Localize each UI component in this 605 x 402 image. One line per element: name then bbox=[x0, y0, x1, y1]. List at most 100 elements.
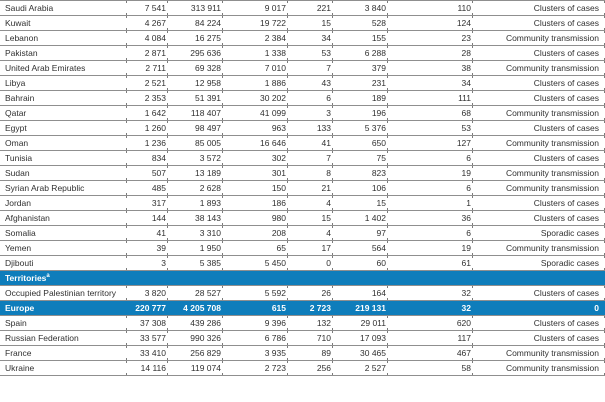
value-cell: 317 bbox=[127, 195, 168, 211]
table-row: Ukraine 14 116 119 074 2 723 256 2 527 58 Commu… bbox=[0, 360, 605, 376]
country-name: Occupied Palestinian territory bbox=[0, 285, 127, 301]
value-cell: 990 326 bbox=[168, 330, 223, 346]
value-cell: 4 bbox=[288, 225, 333, 241]
value-cell: 118 407 bbox=[168, 105, 223, 121]
section-header-row: Territoriesa bbox=[0, 270, 605, 286]
value-cell: 34 bbox=[388, 75, 473, 91]
value-cell: 6 bbox=[388, 180, 473, 196]
value-cell: 26 bbox=[288, 285, 333, 301]
value-cell: 295 636 bbox=[168, 45, 223, 61]
transmission-classification: Clusters of cases bbox=[473, 75, 605, 91]
transmission-classification: Clusters of cases bbox=[473, 330, 605, 346]
value-cell: 1 338 bbox=[223, 45, 288, 61]
country-name: Afghanistan bbox=[0, 210, 127, 226]
value-cell: 196 bbox=[333, 105, 388, 121]
transmission-classification: Clusters of cases bbox=[473, 285, 605, 301]
transmission-classification: Community transmission bbox=[473, 180, 605, 196]
value-cell: 60 bbox=[333, 255, 388, 271]
value-cell: 13 189 bbox=[168, 165, 223, 181]
value-cell: 2 723 bbox=[223, 360, 288, 376]
value-cell: 7 010 bbox=[223, 60, 288, 76]
transmission-classification: Clusters of cases bbox=[473, 15, 605, 31]
value-cell: 1 886 bbox=[223, 75, 288, 91]
value-cell: 2 384 bbox=[223, 30, 288, 46]
value-cell: 12 958 bbox=[168, 75, 223, 91]
country-name: Ukraine bbox=[0, 360, 127, 376]
transmission-classification: Clusters of cases bbox=[473, 210, 605, 226]
value-cell: 231 bbox=[333, 75, 388, 91]
value-cell: 15 bbox=[288, 210, 333, 226]
value-cell: 2 871 bbox=[127, 45, 168, 61]
value-cell: 2 527 bbox=[333, 360, 388, 376]
value-cell: 19 bbox=[388, 165, 473, 181]
value-cell: 1 260 bbox=[127, 120, 168, 136]
transmission-classification: Clusters of cases bbox=[473, 315, 605, 331]
value-cell: 39 bbox=[127, 240, 168, 256]
value-cell: 98 497 bbox=[168, 120, 223, 136]
value-cell: 2 521 bbox=[127, 75, 168, 91]
value-cell: 124 bbox=[388, 15, 473, 31]
value-cell: 28 527 bbox=[168, 285, 223, 301]
value-cell: 3 935 bbox=[223, 345, 288, 361]
value-cell: 980 bbox=[223, 210, 288, 226]
country-name: France bbox=[0, 345, 127, 361]
country-name: Kuwait bbox=[0, 15, 127, 31]
value-cell: 38 143 bbox=[168, 210, 223, 226]
value-cell: 4 205 708 bbox=[168, 300, 223, 316]
value-cell: 439 286 bbox=[168, 315, 223, 331]
value-cell: 620 bbox=[388, 315, 473, 331]
transmission-classification: Clusters of cases bbox=[473, 120, 605, 136]
value-cell: 5 450 bbox=[223, 255, 288, 271]
value-cell: 256 bbox=[288, 360, 333, 376]
section-title-footnote-mark: a bbox=[46, 272, 50, 279]
value-cell: 69 328 bbox=[168, 60, 223, 76]
value-cell: 43 bbox=[288, 75, 333, 91]
table-row: Afghanistan 144 38 143 980 15 1 402 36 Clusters… bbox=[0, 210, 605, 226]
country-name: Somalia bbox=[0, 225, 127, 241]
table-row: Spain 37 308 439 286 9 396 132 29 011 620 Clust… bbox=[0, 315, 605, 331]
value-cell: 507 bbox=[127, 165, 168, 181]
value-cell: 36 bbox=[388, 210, 473, 226]
value-cell: 17 bbox=[288, 240, 333, 256]
section-title: Territoriesa bbox=[0, 270, 605, 286]
table-row: Qatar 1 642 118 407 41 099 3 196 68 Community t… bbox=[0, 105, 605, 121]
country-name: Djibouti bbox=[0, 255, 127, 271]
value-cell: 467 bbox=[388, 345, 473, 361]
value-cell: 15 bbox=[288, 15, 333, 31]
table-row: Djibouti 3 5 385 5 450 0 60 61 Sporadic cases bbox=[0, 255, 605, 271]
country-name: Bahrain bbox=[0, 90, 127, 106]
country-name: Syrian Arab Republic bbox=[0, 180, 127, 196]
value-cell: 528 bbox=[333, 15, 388, 31]
value-cell: 41 bbox=[288, 135, 333, 151]
value-cell: 2 723 bbox=[288, 300, 333, 316]
value-cell: 65 bbox=[223, 240, 288, 256]
value-cell: 110 bbox=[388, 0, 473, 16]
value-cell: 150 bbox=[223, 180, 288, 196]
country-name: Pakistan bbox=[0, 45, 127, 61]
value-cell: 6 288 bbox=[333, 45, 388, 61]
value-cell: 2 711 bbox=[127, 60, 168, 76]
transmission-classification: Clusters of cases bbox=[473, 150, 605, 166]
value-cell: 9 017 bbox=[223, 0, 288, 16]
value-cell: 19 722 bbox=[223, 15, 288, 31]
value-cell: 379 bbox=[333, 60, 388, 76]
transmission-classification: Clusters of cases bbox=[473, 90, 605, 106]
value-cell: 41 bbox=[127, 225, 168, 241]
value-cell: 97 bbox=[333, 225, 388, 241]
transmission-classification: Community transmission bbox=[473, 135, 605, 151]
table-row: Sudan 507 13 189 301 8 823 19 Community transmi… bbox=[0, 165, 605, 181]
table-row: Russian Federation 33 577 990 326 6 786 710 1… bbox=[0, 330, 605, 346]
value-cell: 189 bbox=[333, 90, 388, 106]
value-cell: 4 084 bbox=[127, 30, 168, 46]
value-cell: 155 bbox=[333, 30, 388, 46]
value-cell: 6 bbox=[388, 225, 473, 241]
value-cell: 1 893 bbox=[168, 195, 223, 211]
country-name: Sudan bbox=[0, 165, 127, 181]
table-row: Yemen 39 1 950 65 17 564 19 Community transmiss… bbox=[0, 240, 605, 256]
value-cell: 30 202 bbox=[223, 90, 288, 106]
country-name: Egypt bbox=[0, 120, 127, 136]
value-cell: 5 385 bbox=[168, 255, 223, 271]
value-cell: 2 353 bbox=[127, 90, 168, 106]
value-cell: 186 bbox=[223, 195, 288, 211]
value-cell: 3 572 bbox=[168, 150, 223, 166]
